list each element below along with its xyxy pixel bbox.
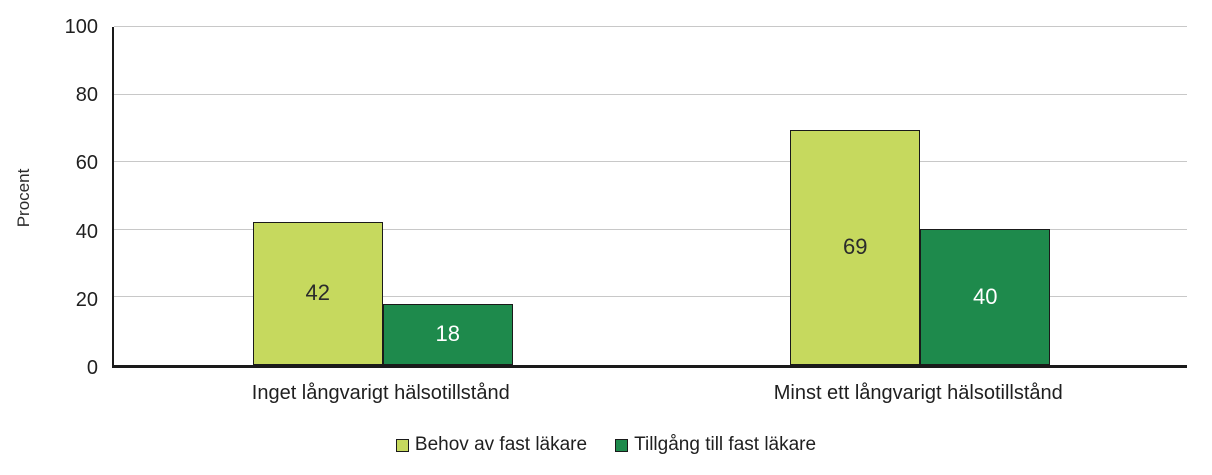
gridline bbox=[114, 26, 1187, 27]
y-axis-title: Procent bbox=[14, 168, 33, 228]
y-axis-tick-label: 80 bbox=[75, 84, 98, 107]
y-axis-tick-label: 60 bbox=[75, 152, 98, 175]
y-axis-tick-label: 40 bbox=[75, 220, 98, 243]
bar-series-1-category-1: 42 bbox=[252, 221, 383, 365]
chart-legend: Behov av fast läkare Tillgång till fast l… bbox=[0, 434, 1212, 456]
legend-swatch-icon bbox=[615, 438, 629, 452]
bar-value-label: 40 bbox=[973, 283, 998, 309]
gridline bbox=[114, 161, 1187, 163]
gridline bbox=[114, 228, 1187, 230]
legend-label: Behov av fast läkare bbox=[414, 434, 588, 455]
bar-value-label: 69 bbox=[843, 234, 868, 260]
y-axis-tick-label: 20 bbox=[75, 288, 98, 311]
gridline bbox=[114, 296, 1187, 298]
plot-area: 42 18 69 40 bbox=[112, 26, 1187, 368]
legend-swatch-icon bbox=[395, 438, 409, 452]
legend-item-2: Tillgång till fast läkare bbox=[615, 434, 816, 456]
x-axis-category-label: Inget långvarigt hälsotillstånd bbox=[251, 382, 510, 404]
y-axis-tick-label: 0 bbox=[86, 357, 98, 379]
legend-label: Tillgång till fast läkare bbox=[634, 434, 817, 455]
bar-value-label: 18 bbox=[435, 321, 460, 347]
x-axis-category-label: Minst ett långvarigt hälsotillstånd bbox=[773, 382, 1063, 404]
bar-series-2-category-2: 40 bbox=[920, 228, 1051, 365]
legend-item-1: Behov av fast läkare bbox=[395, 434, 588, 456]
bar-series-1-category-2: 69 bbox=[790, 129, 921, 365]
y-axis-tick-label: 100 bbox=[64, 16, 98, 38]
bar-series-2-category-1: 18 bbox=[382, 303, 513, 365]
bar-value-label: 42 bbox=[305, 280, 330, 306]
gridline bbox=[114, 93, 1187, 95]
